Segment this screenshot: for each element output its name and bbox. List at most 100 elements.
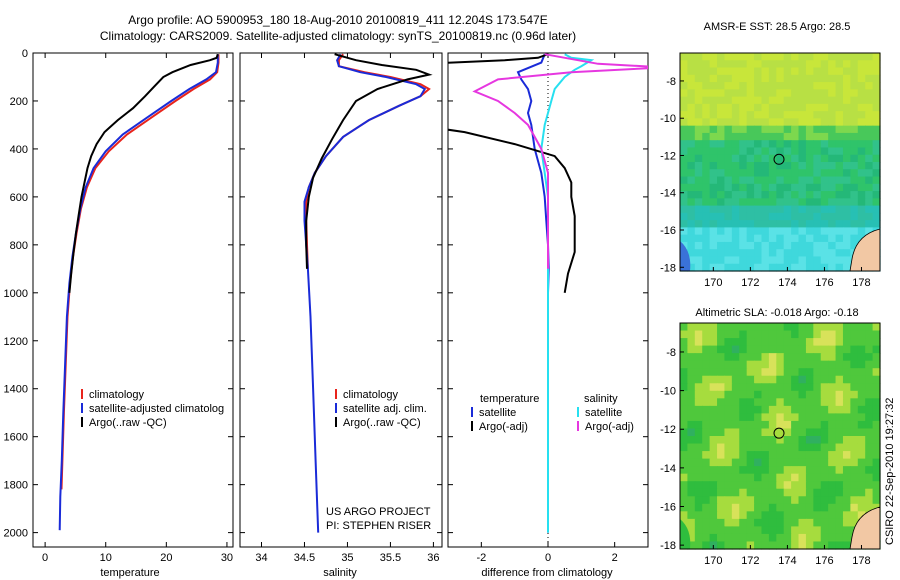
sla-map-cell (798, 330, 807, 339)
sst-map-cell (828, 103, 837, 112)
sla-map-cell (798, 338, 807, 347)
sla-map-cell (761, 360, 770, 369)
sla-map-cell (731, 420, 740, 430)
sst-map-cell (842, 263, 851, 272)
sst-map-cell (835, 89, 844, 98)
sst-map-cell (850, 89, 859, 98)
sla-map-cell (717, 390, 726, 399)
sst-map-title: AMSR-E SST: 28.5 Argo: 28.5 (704, 21, 851, 33)
sla-map-cell (828, 518, 837, 527)
sst-map-cell (687, 191, 696, 199)
sla-map-cell (872, 375, 881, 384)
sst-map-cell (798, 103, 807, 112)
sla-map-cell (687, 368, 696, 377)
sst-map-cell (739, 74, 748, 83)
sla-map-cell (805, 360, 814, 369)
sst-map-cell (687, 256, 696, 265)
sst-map-cell (724, 103, 733, 112)
sst-map-cell (739, 140, 748, 149)
sla-map-cell (842, 541, 851, 550)
sla-map-cell (702, 413, 711, 422)
sla-map-cell (842, 383, 851, 392)
sla-map-cell (724, 390, 733, 399)
sst-map-cell (813, 53, 822, 61)
sst-map-cell (842, 67, 851, 76)
sla-map-cell (731, 375, 740, 384)
sst-map-cell (739, 125, 748, 134)
sla-map-cell (739, 503, 748, 512)
sst-map-cell (835, 118, 844, 127)
sst-map-cell (731, 118, 740, 127)
sst-map-cell (746, 74, 755, 83)
sst-map-cell (680, 82, 689, 90)
sla-map-cell (746, 511, 755, 520)
sla-map-cell (791, 420, 800, 430)
sst-map-cell (687, 118, 696, 127)
sla-map-cell (768, 420, 777, 430)
sst-map-cell (702, 198, 711, 207)
sst-map-cell (783, 198, 792, 207)
sla-map-cell (798, 436, 807, 445)
sst-map-cell (694, 191, 703, 199)
sla-map-cell (857, 353, 866, 362)
sal-xtick-label: 35.5 (380, 552, 401, 564)
sst-map-cell (754, 234, 763, 243)
sst-map-cell (805, 89, 814, 98)
sst-map-cell (872, 74, 881, 83)
sla-map-cell (717, 420, 726, 430)
sst-map-cell (739, 169, 748, 178)
sla-map-cell (865, 353, 874, 362)
sst-map-cell (820, 60, 829, 69)
sst-map-cell (828, 60, 837, 69)
sla-map-cell (835, 375, 844, 384)
sst-map-cell (872, 60, 881, 69)
sst-map-cell (724, 53, 733, 61)
sst-ytick-label: -16 (660, 225, 676, 237)
sla-map-cell (717, 383, 726, 392)
sla-map-title: Altimetric SLA: -0.018 Argo: -0.18 (695, 307, 858, 319)
sla-map-cell (820, 473, 829, 482)
sla-map-cell (835, 330, 844, 339)
sst-map-cell (828, 256, 837, 265)
sla-map-cell (776, 323, 785, 332)
sst-map-cell (791, 111, 800, 119)
sst-map-cell (791, 103, 800, 112)
sla-map-cell (709, 511, 718, 520)
sst-map-cell (776, 147, 785, 156)
sla-map-cell (835, 466, 844, 475)
sla-map-cell (776, 353, 785, 362)
sla-map-cell (783, 526, 792, 535)
sst-map-cell (872, 89, 881, 98)
sst-map-cell (680, 227, 689, 236)
sla-map-cell (680, 466, 689, 475)
sst-map-cell (850, 96, 859, 105)
sst-map-cell (850, 125, 859, 134)
sla-map-cell (739, 428, 748, 437)
sla-map-cell (731, 511, 740, 520)
sla-map-cell (731, 458, 740, 467)
sst-map-cell (731, 198, 740, 207)
sst-map-cell (776, 132, 785, 141)
sla-map-cell (768, 353, 777, 362)
sla-map-cell (850, 413, 859, 422)
sst-map-cell (850, 154, 859, 163)
sla-map-cell (746, 398, 755, 407)
sst-map-cell (850, 212, 859, 221)
sla-map-cell (724, 451, 733, 460)
sla-map-cell (754, 360, 763, 369)
sla-map-cell (872, 436, 881, 445)
sla-map-cell (828, 353, 837, 362)
sla-map-cell (687, 330, 696, 339)
sst-map-cell (709, 111, 718, 119)
sst-map-cell (805, 220, 814, 228)
sst-map-cell (783, 53, 792, 61)
sst-map-cell (865, 132, 874, 141)
sla-map-cell (776, 503, 785, 512)
sst-map-cell (850, 60, 859, 69)
sst-map-cell (724, 256, 733, 265)
sst-map-cell (798, 147, 807, 156)
sla-map-cell (798, 383, 807, 392)
sla-map-cell (768, 496, 777, 505)
sla-map-cell (865, 451, 874, 460)
sla-map-cell (717, 353, 726, 362)
